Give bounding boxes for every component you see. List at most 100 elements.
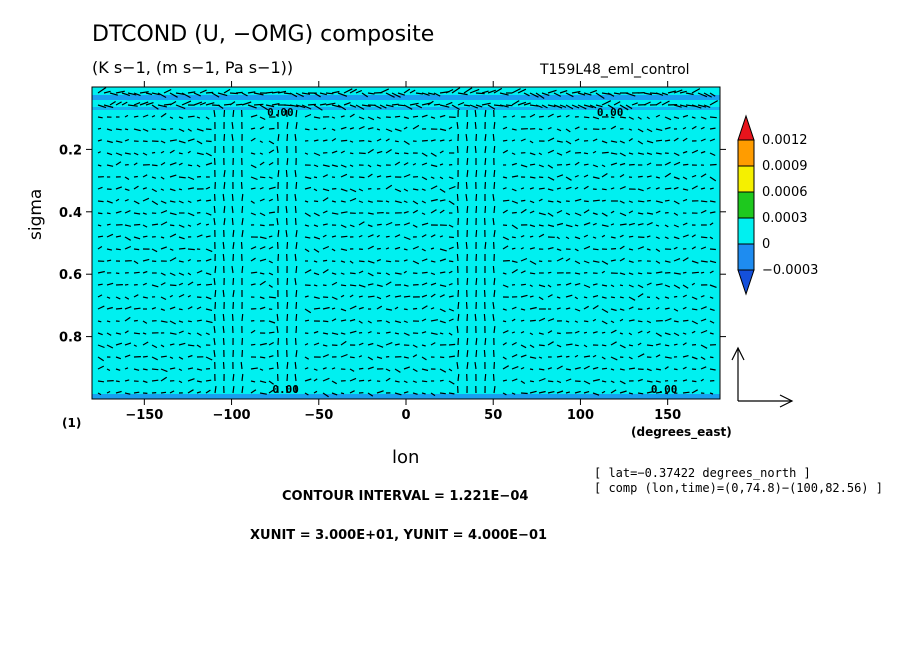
- wind-vector: [592, 176, 600, 180]
- wind-vector: [286, 158, 289, 166]
- wind-vector: [520, 366, 525, 370]
- wind-vector: [430, 319, 439, 322]
- wind-vector: [259, 224, 265, 227]
- wind-vector: [502, 356, 507, 360]
- wind-vector: [628, 392, 634, 395]
- wind-vector: [349, 318, 356, 322]
- wind-vector: [376, 150, 383, 154]
- wind-vector: [394, 332, 400, 335]
- wind-vector: [133, 319, 138, 322]
- wind-vector: [133, 162, 138, 166]
- wind-vector: [394, 246, 401, 250]
- wind-vector: [259, 176, 266, 179]
- wind-vector: [556, 187, 562, 190]
- wind-vector: [322, 234, 327, 238]
- wind-vector: [313, 368, 318, 371]
- wind-vector: [682, 306, 687, 310]
- wind-vector: [691, 260, 699, 264]
- wind-vector: [268, 380, 274, 385]
- wind-vector: [211, 92, 220, 98]
- wind-vector: [700, 138, 706, 142]
- wind-vector: [439, 163, 444, 166]
- wind-vector: [313, 188, 318, 192]
- wind-vector: [700, 318, 707, 322]
- wind-vector: [571, 104, 580, 109]
- wind-vector: [394, 188, 402, 193]
- wind-vector: [205, 91, 214, 94]
- wind-vector: [250, 271, 258, 274]
- wind-vector: [115, 152, 123, 156]
- wind-vector: [142, 296, 149, 299]
- wind-vector: [619, 104, 629, 111]
- wind-vector: [538, 115, 544, 118]
- wind-vector: [196, 332, 202, 337]
- wind-vector: [268, 140, 275, 145]
- wind-vector: [709, 368, 716, 371]
- wind-vector: [205, 223, 210, 226]
- wind-vector: [535, 104, 543, 109]
- wind-vector: [709, 236, 714, 240]
- wind-vector: [433, 92, 441, 97]
- wind-vector: [259, 161, 265, 166]
- wind-vector: [583, 116, 590, 119]
- wind-vector: [97, 344, 105, 349]
- wind-vector: [592, 116, 600, 120]
- wind-vector: [637, 200, 645, 203]
- wind-vector: [682, 126, 687, 130]
- wind-vector: [214, 386, 217, 394]
- wind-vector: [268, 389, 275, 394]
- wind-vector: [367, 164, 372, 168]
- wind-vector: [340, 284, 347, 287]
- wind-vector: [565, 163, 571, 166]
- wind-vector: [556, 307, 561, 310]
- wind-vector: [520, 257, 528, 262]
- wind-vector: [322, 197, 329, 202]
- wind-vector: [592, 331, 598, 334]
- wind-vector: [187, 332, 192, 335]
- wind-vector: [313, 212, 320, 217]
- wind-vector: [115, 248, 121, 251]
- wind-vector: [574, 126, 580, 130]
- wind-vector: [499, 92, 509, 96]
- wind-vector: [394, 392, 402, 396]
- wind-vector: [304, 212, 311, 217]
- wind-vector: [487, 104, 496, 110]
- wind-vector: [196, 128, 204, 132]
- wind-vector: [646, 175, 652, 178]
- wind-vector: [583, 174, 589, 178]
- wind-vector: [343, 88, 353, 94]
- wind-vector: [556, 344, 562, 348]
- wind-vector: [295, 109, 298, 118]
- wind-vector: [448, 308, 455, 312]
- wind-vector: [583, 245, 591, 250]
- wind-vector: [367, 260, 375, 264]
- wind-vector: [607, 92, 615, 97]
- wind-vector: [529, 224, 536, 228]
- wind-vector: [492, 302, 495, 310]
- wind-vector: [520, 392, 528, 395]
- wind-vector: [97, 392, 102, 396]
- wind-vector: [673, 212, 679, 216]
- wind-vector: [502, 320, 507, 323]
- wind-vector: [538, 128, 543, 131]
- wind-vector: [664, 284, 671, 288]
- wind-vector: [421, 368, 429, 372]
- wind-vector: [391, 103, 399, 106]
- wind-vector: [493, 230, 496, 238]
- wind-vector: [700, 150, 706, 154]
- wind-vector: [142, 235, 148, 238]
- wind-vector: [163, 88, 172, 94]
- wind-vector: [547, 176, 555, 181]
- wind-vector: [421, 200, 426, 204]
- wind-vector: [169, 188, 176, 192]
- wind-vector: [403, 126, 408, 130]
- wind-vector: [241, 373, 244, 382]
- wind-vector: [430, 282, 437, 286]
- wind-vector: [196, 199, 202, 202]
- wind-vector: [232, 229, 235, 238]
- wind-vector: [213, 157, 216, 166]
- wind-vector: [682, 319, 689, 322]
- wind-vector: [637, 330, 643, 334]
- wind-vector: [553, 92, 562, 97]
- wind-vector: [322, 188, 330, 192]
